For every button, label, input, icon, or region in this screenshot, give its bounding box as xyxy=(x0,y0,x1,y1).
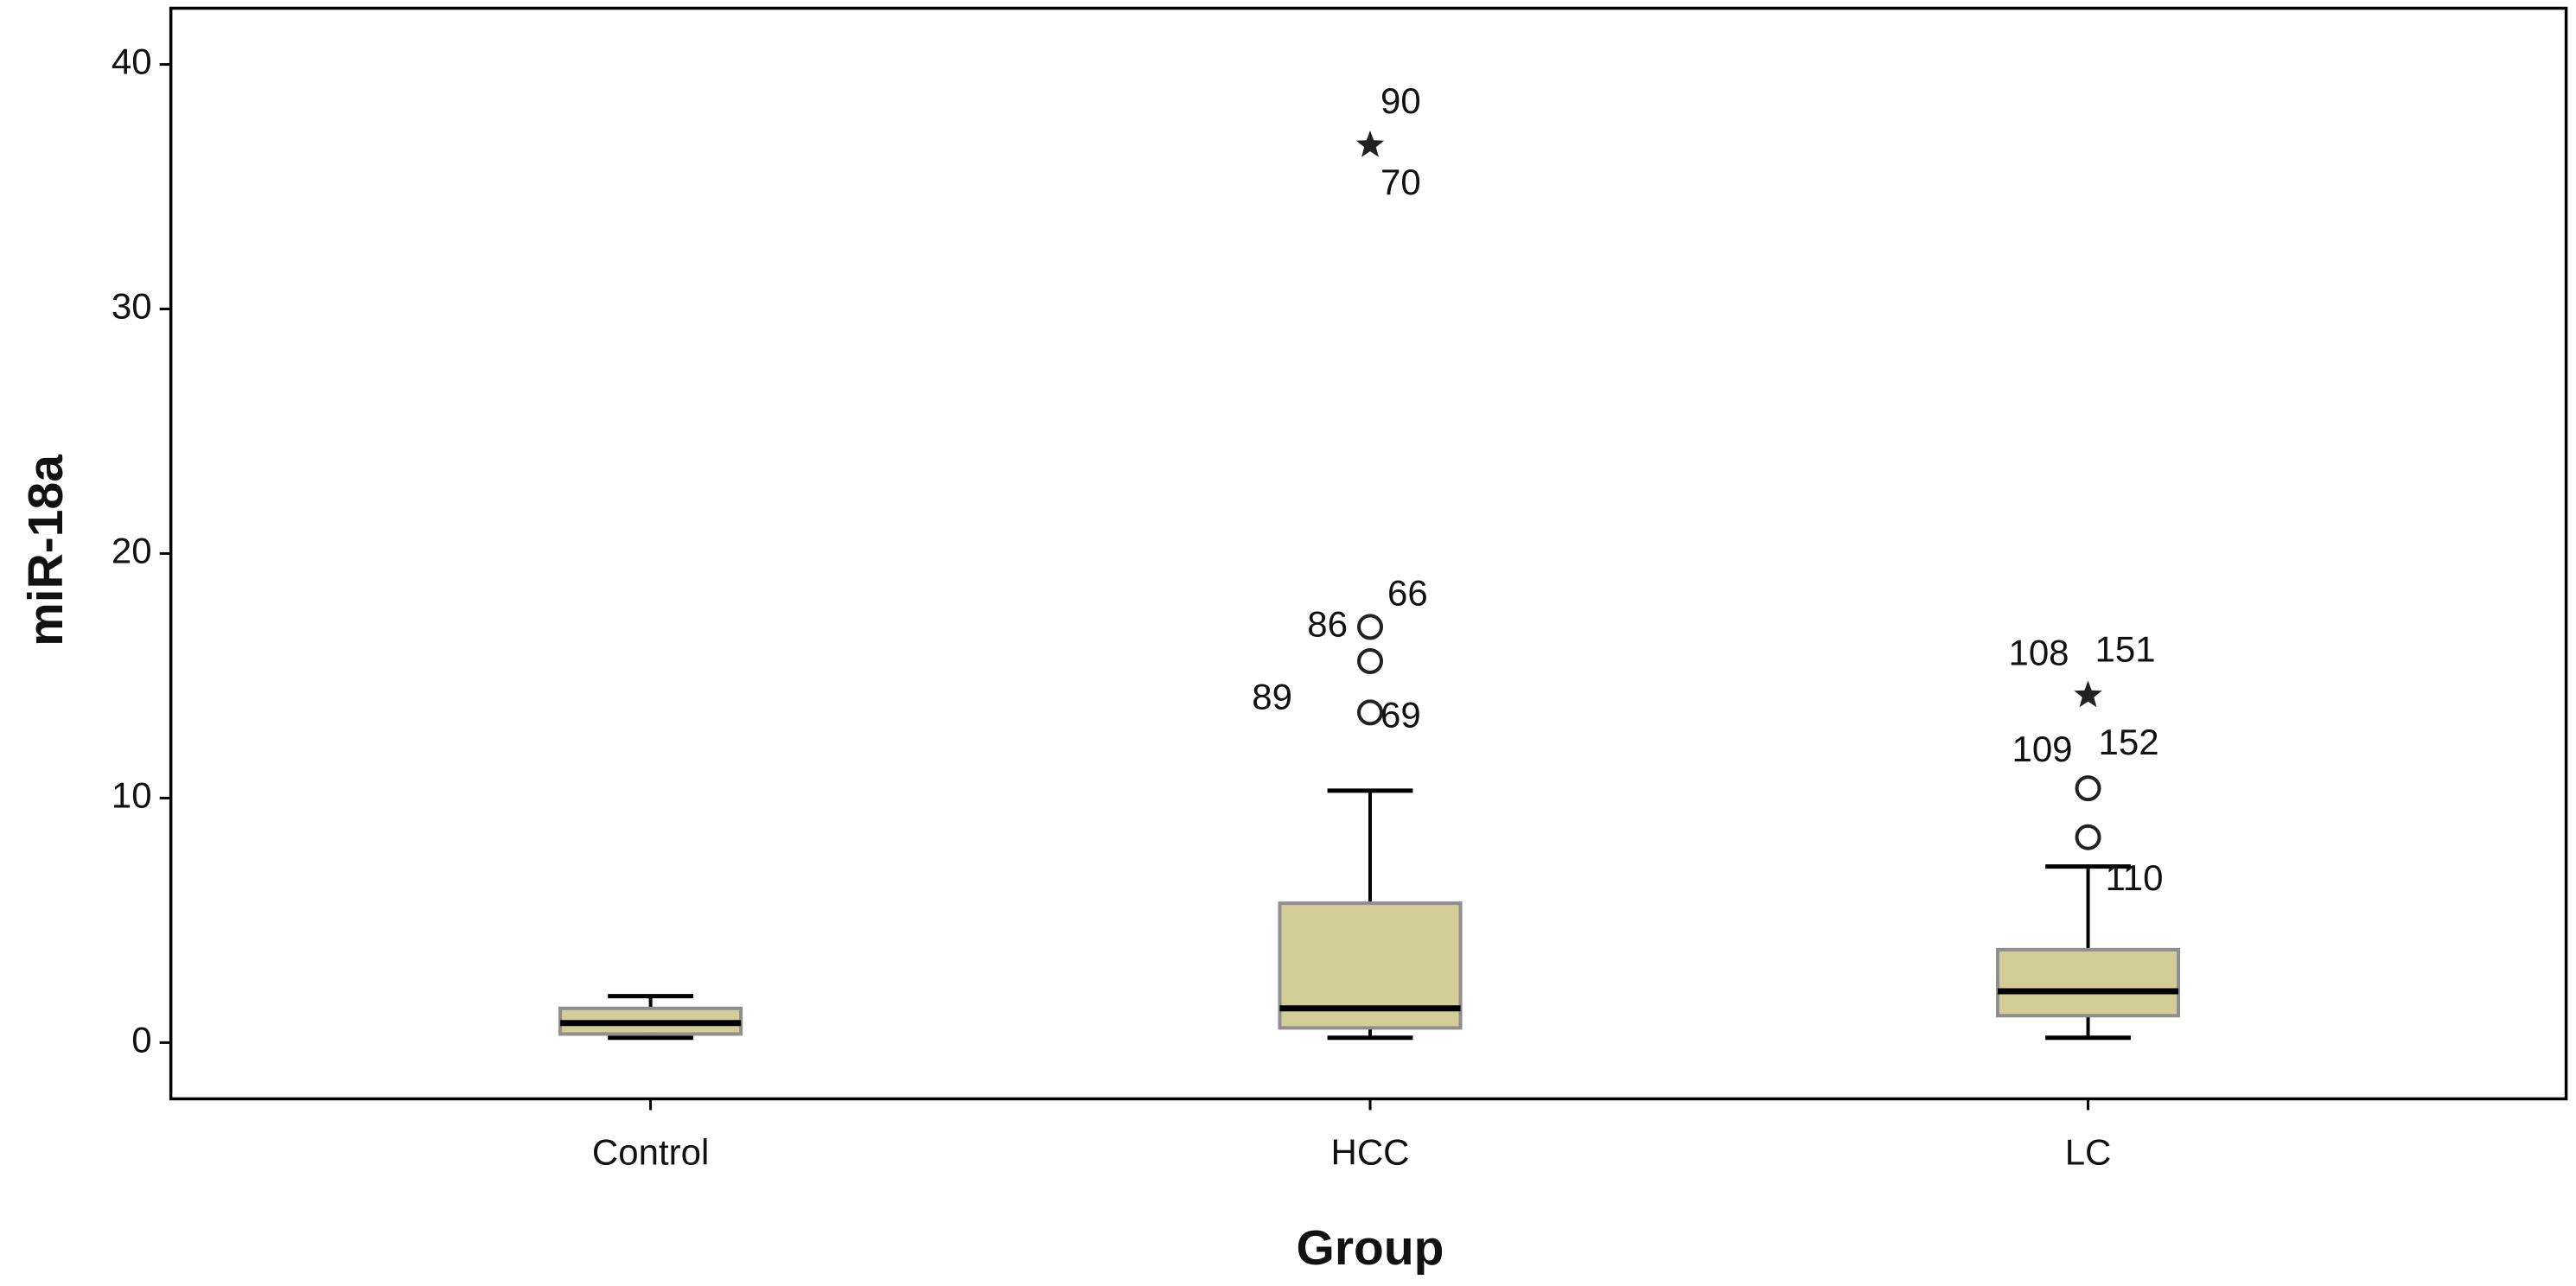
case-label: 110 xyxy=(2106,857,2164,898)
extreme xyxy=(2074,680,2102,708)
y-tick-label: 0 xyxy=(131,1019,151,1060)
outlier xyxy=(2075,775,2101,802)
case-label: 109 xyxy=(2012,729,2072,769)
x-axis-title: Group xyxy=(1297,1220,1444,1276)
outlier xyxy=(2075,824,2101,850)
x-tick-label: LC xyxy=(2065,1132,2112,1173)
case-label: 86 xyxy=(1307,603,1348,644)
case-label: 151 xyxy=(2095,629,2156,670)
case-label: 89 xyxy=(1252,676,1292,716)
y-tick-label: 40 xyxy=(112,41,152,82)
case-label: 90 xyxy=(1380,80,1421,121)
y-tick-label: 10 xyxy=(112,775,152,816)
case-label: 70 xyxy=(1380,162,1421,202)
extreme xyxy=(1355,131,1385,157)
y-tick-label: 30 xyxy=(112,286,152,327)
outlier xyxy=(1357,614,1384,640)
outlier xyxy=(1357,699,1384,726)
box xyxy=(1996,947,2181,1018)
case-label: 108 xyxy=(2008,633,2069,673)
y-tick-label: 20 xyxy=(112,531,152,571)
case-label: 69 xyxy=(1380,694,1421,735)
case-label: 66 xyxy=(1387,572,1428,613)
outlier xyxy=(1357,647,1384,674)
x-tick-label: HCC xyxy=(1331,1132,1410,1173)
x-tick-label: Control xyxy=(592,1132,709,1173)
case-label: 152 xyxy=(2099,722,2159,762)
y-axis-title: miR-18a xyxy=(18,454,73,646)
